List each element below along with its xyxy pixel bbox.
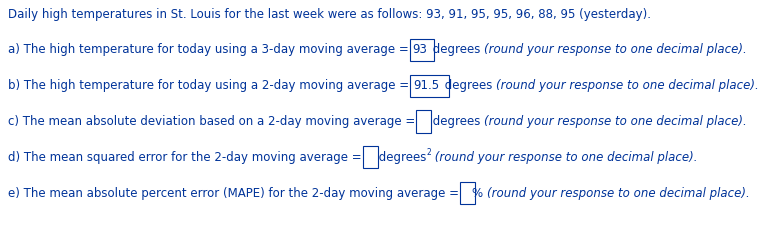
Bar [410, 39, 434, 61]
Text: (round your response to one decimal place).: (round your response to one decimal plac… [485, 43, 748, 56]
Bar [410, 75, 449, 97]
Text: degrees: degrees [375, 151, 426, 164]
Text: (round your response to one decimal place).: (round your response to one decimal plac… [431, 151, 697, 164]
Text: (round your response to one decimal place).: (round your response to one decimal plac… [487, 187, 750, 200]
Bar [460, 182, 475, 204]
Text: (round your response to one decimal place).: (round your response to one decimal plac… [496, 79, 759, 92]
Text: (round your response to one decimal place).: (round your response to one decimal plac… [484, 115, 746, 128]
Text: d) The mean squared error for the 2-day moving average =: d) The mean squared error for the 2-day … [8, 151, 365, 164]
Text: e) The mean absolute percent error (MAPE) for the 2-day moving average =: e) The mean absolute percent error (MAPE… [8, 187, 463, 200]
Text: a) The high temperature for today using a 3-day moving average =: a) The high temperature for today using … [8, 43, 412, 56]
Bar [416, 110, 431, 132]
Text: %: % [472, 187, 487, 200]
Bar [363, 146, 378, 168]
Text: degrees: degrees [428, 115, 484, 128]
Text: b) The high temperature for today using a 2-day moving average =: b) The high temperature for today using … [8, 79, 413, 92]
Text: c) The mean absolute deviation based on a 2-day moving average =: c) The mean absolute deviation based on … [8, 115, 419, 128]
Text: degrees: degrees [429, 43, 485, 56]
Text: degrees: degrees [441, 79, 496, 92]
Text: Daily high temperatures in St. Louis for the last week were as follows: 93, 91, : Daily high temperatures in St. Louis for… [8, 8, 651, 20]
Text: 93: 93 [412, 43, 427, 56]
Text: 2: 2 [426, 148, 431, 157]
Text: 91.5: 91.5 [413, 79, 439, 92]
